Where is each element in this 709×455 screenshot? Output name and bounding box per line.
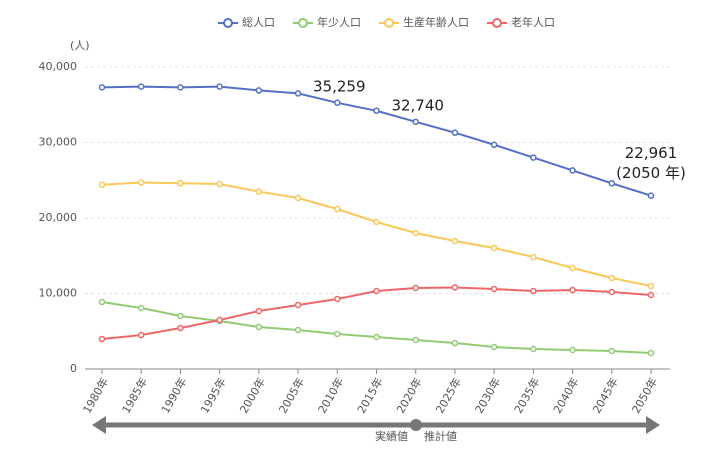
data-point xyxy=(334,205,341,213)
y-tick-label: 30,000 xyxy=(39,136,78,149)
data-point xyxy=(294,194,302,202)
series-line xyxy=(101,181,652,288)
x-tick-label: 2045年 xyxy=(589,375,621,416)
x-tick-label: 1990年 xyxy=(158,375,190,416)
x-tick-label: 2040年 xyxy=(550,375,582,416)
x-tick-label: 2005年 xyxy=(276,375,308,416)
data-point xyxy=(177,180,184,187)
data-point xyxy=(255,323,263,331)
legend-marker xyxy=(223,18,233,28)
data-point xyxy=(608,274,616,282)
data-point xyxy=(216,180,223,188)
x-tick-label: 2050年 xyxy=(629,375,661,416)
data-point xyxy=(412,118,419,126)
data-point xyxy=(177,324,184,332)
data-point xyxy=(490,244,498,252)
legend-label: 年少人口 xyxy=(317,15,361,29)
data-point xyxy=(373,218,380,226)
data-point xyxy=(451,129,459,136)
data-label: 22,961 xyxy=(625,144,678,162)
legend-marker xyxy=(492,18,502,28)
data-point xyxy=(98,335,106,343)
data-point xyxy=(98,181,106,189)
data-point xyxy=(530,287,537,295)
data-point xyxy=(490,343,498,351)
annotation: (2050 年) xyxy=(616,164,686,182)
y-tick-label: 10,000 xyxy=(39,287,78,300)
data-point xyxy=(294,301,302,309)
data-point xyxy=(373,107,380,115)
data-point xyxy=(412,229,419,237)
data-point xyxy=(647,349,655,357)
series-line xyxy=(101,286,652,341)
data-point xyxy=(177,312,184,320)
y-axis-label: (人) xyxy=(70,39,90,52)
data-point xyxy=(608,180,616,187)
data-point xyxy=(647,282,655,290)
data-point xyxy=(98,298,106,306)
data-point xyxy=(216,316,223,324)
x-tick-label: 2030年 xyxy=(472,375,504,416)
x-tick-label: 2015年 xyxy=(354,375,386,416)
data-point xyxy=(177,84,184,91)
data-point xyxy=(98,84,106,91)
legend-label: 総人口 xyxy=(242,15,275,29)
legend-label: 老年人口 xyxy=(511,15,555,29)
data-point xyxy=(373,287,380,295)
period-label: 実績値 xyxy=(375,429,408,443)
x-tick-label: 2010年 xyxy=(315,375,347,416)
data-point xyxy=(569,346,576,354)
data-point xyxy=(569,264,576,272)
data-point xyxy=(490,285,498,293)
period-label: 推計値 xyxy=(424,429,457,443)
data-point xyxy=(216,83,223,90)
data-point xyxy=(294,326,302,334)
data-point xyxy=(137,83,145,90)
data-point xyxy=(530,154,537,161)
x-tick-label: 2035年 xyxy=(511,375,543,416)
legend-marker xyxy=(384,18,394,28)
data-point xyxy=(569,167,576,174)
x-tick-label: 2025年 xyxy=(433,375,465,416)
data-point xyxy=(255,87,263,94)
x-tick-label: 2020年 xyxy=(393,375,425,416)
data-point xyxy=(334,295,341,303)
data-point xyxy=(294,90,302,97)
legend-marker xyxy=(298,18,308,28)
data-label: 35,259 xyxy=(313,77,366,95)
data-point xyxy=(412,284,419,292)
data-point xyxy=(569,286,576,294)
data-point xyxy=(137,179,145,186)
series-line xyxy=(101,85,652,197)
period-arrow xyxy=(92,416,660,434)
y-tick-label: 40,000 xyxy=(39,60,78,73)
data-point xyxy=(647,192,655,199)
data-point xyxy=(334,99,341,107)
data-point xyxy=(451,339,459,347)
x-tick-label: 2000年 xyxy=(236,375,268,416)
data-point xyxy=(255,307,263,315)
data-point xyxy=(373,333,380,341)
legend-label: 生産年齢人口 xyxy=(403,15,469,29)
data-point xyxy=(137,331,145,339)
data-point xyxy=(334,330,341,338)
data-point xyxy=(451,284,459,291)
data-label: 32,740 xyxy=(391,96,444,114)
data-point xyxy=(490,141,498,149)
data-point xyxy=(530,345,537,353)
x-tick-label: 1980年 xyxy=(80,375,112,416)
y-tick-label: 0 xyxy=(70,362,77,375)
data-point xyxy=(412,336,419,344)
x-tick-label: 1995年 xyxy=(197,375,229,416)
data-point xyxy=(255,188,263,195)
data-point xyxy=(451,237,459,245)
data-point xyxy=(647,291,655,299)
x-tick-label: 1985年 xyxy=(119,375,151,416)
data-point xyxy=(608,347,616,355)
data-point xyxy=(530,253,537,261)
y-tick-label: 20,000 xyxy=(39,211,78,224)
data-point xyxy=(137,304,145,312)
data-point xyxy=(608,288,616,296)
